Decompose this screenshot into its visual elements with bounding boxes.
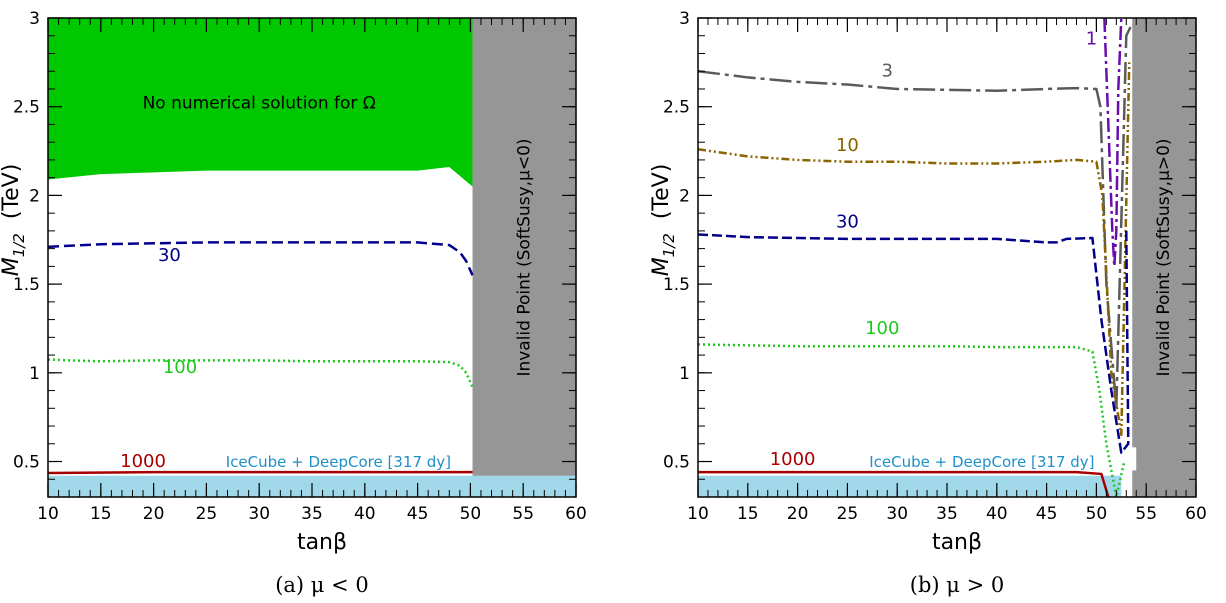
panel-a-y-axis-title: M1/2 (TeV) <box>0 164 28 277</box>
invalid-region <box>472 18 576 497</box>
x-tick-label: 60 <box>1185 504 1207 524</box>
panel-b-x-axis-title: tanβ <box>932 530 982 555</box>
panel-a-clip-group: No numerical solution for Ω Invalid Point… <box>48 18 576 497</box>
y-tick-label: 2 <box>679 186 690 206</box>
contour-label-10: 10 <box>836 135 859 156</box>
panel-b: Invalid Point (SoftSusy,μ>0) 3 10 30 100 1000… <box>649 9 1207 597</box>
no-solution-region <box>48 18 473 187</box>
contour-line-1000 <box>48 470 473 475</box>
panel-b-y-axis-title: M1/2 (TeV) <box>649 164 678 277</box>
y-tick-label: 3 <box>679 9 690 29</box>
invalid-region-label: Invalid Point (SoftSusy,μ>0) <box>1154 138 1174 376</box>
x-tick-label: 40 <box>986 504 1008 524</box>
panel-a-axes: 10 15 20 25 30 35 40 45 50 55 60 0.5 1 1.5 2 2.5 3 <box>13 9 587 524</box>
y-tick-label: 0.5 <box>663 453 690 473</box>
x-tick-label: 10 <box>37 504 59 524</box>
panel-b-axes: 10 15 20 25 30 35 40 45 50 55 60 0.5 1 1.5 2 2.5 3 <box>663 9 1207 524</box>
icecube-region <box>698 475 1122 497</box>
x-tick-label: 55 <box>512 504 534 524</box>
contour-label-1000: 1000 <box>120 451 166 472</box>
panel-a: No numerical solution for Ω Invalid Point… <box>0 9 587 597</box>
icecube-label: IceCube + DeepCore [317 dy] <box>226 453 451 471</box>
x-tick-label: 20 <box>143 504 165 524</box>
contour-label-3: 3 <box>882 61 893 82</box>
panel-a-x-axis-title: tanβ <box>297 530 347 555</box>
panel-b-caption: (b) μ > 0 <box>910 573 1004 597</box>
invalid-region-label: Invalid Point (SoftSusy,μ<0) <box>514 138 534 376</box>
icecube-label: IceCube + DeepCore [317 dy] <box>869 453 1094 471</box>
y-tick-label: 1.5 <box>13 275 40 295</box>
contour-line-30 <box>698 230 1130 454</box>
contour-label-1: 1 <box>1086 29 1097 50</box>
x-tick-label: 25 <box>837 504 859 524</box>
contour-line-10 <box>698 62 1131 437</box>
contour-label-100: 100 <box>865 318 899 339</box>
x-tick-label: 60 <box>565 504 587 524</box>
y-title-main: M <box>649 257 674 276</box>
x-tick-label: 45 <box>407 504 429 524</box>
contour-line-1000 <box>698 470 1110 497</box>
x-tick-label: 50 <box>1086 504 1108 524</box>
y-title-unit: (TeV) <box>0 164 24 219</box>
x-tick-label: 30 <box>248 504 270 524</box>
y-tick-label: 0.5 <box>13 453 40 473</box>
y-title-sub: 1/2 <box>10 233 28 257</box>
y-title-unit: (TeV) <box>649 164 674 219</box>
y-title-sub: 1/2 <box>660 233 678 257</box>
panel-b-plot-area: Invalid Point (SoftSusy,μ>0) 3 10 30 100 1000… <box>698 18 1196 497</box>
contour-line-100 <box>48 358 474 388</box>
y-tick-label: 1.5 <box>663 275 690 295</box>
x-tick-label: 35 <box>936 504 958 524</box>
contour-label-30: 30 <box>836 211 859 232</box>
x-tick-label: 15 <box>90 504 112 524</box>
y-tick-label: 2 <box>29 186 40 206</box>
x-tick-label: 15 <box>737 504 759 524</box>
contour-line-100 <box>698 343 1126 497</box>
y-tick-label: 2.5 <box>13 98 40 118</box>
x-tick-label: 55 <box>1135 504 1157 524</box>
x-tick-label: 25 <box>196 504 218 524</box>
invalid-region <box>1132 18 1196 497</box>
panel-b-clip-group: Invalid Point (SoftSusy,μ>0) <box>698 18 1196 497</box>
contour-line-3 <box>698 22 1134 410</box>
x-tick-label: 40 <box>354 504 376 524</box>
contour-label-1000: 1000 <box>770 449 816 470</box>
x-tick-label: 35 <box>301 504 323 524</box>
contour-label-30: 30 <box>158 245 181 266</box>
contour-line-30 <box>48 241 474 276</box>
x-tick-label: 30 <box>886 504 908 524</box>
panel-a-caption: (a) μ < 0 <box>275 573 369 597</box>
x-tick-label: 20 <box>787 504 809 524</box>
y-tick-label: 2.5 <box>663 98 690 118</box>
y-tick-label: 1 <box>29 364 40 384</box>
y-title-main: M <box>0 257 24 276</box>
panel-a-plot-area: No numerical solution for Ω Invalid Point… <box>48 18 576 497</box>
contour-label-100: 100 <box>163 357 197 378</box>
x-tick-label: 10 <box>687 504 709 524</box>
y-tick-label: 1 <box>679 364 690 384</box>
y-tick-label: 3 <box>29 9 40 29</box>
invalid-region-notch <box>1129 447 1137 471</box>
x-tick-label: 45 <box>1036 504 1058 524</box>
x-tick-label: 50 <box>460 504 482 524</box>
contour-line-1 <box>1103 18 1123 268</box>
no-solution-label: No numerical solution for Ω <box>143 93 376 113</box>
